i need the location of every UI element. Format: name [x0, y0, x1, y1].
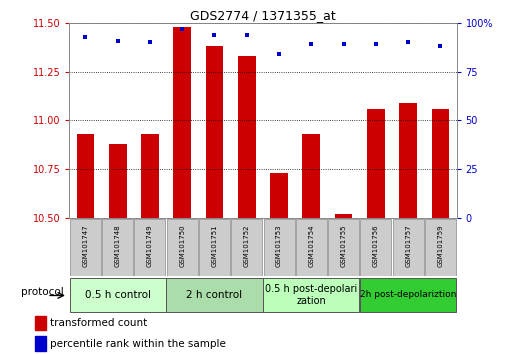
Bar [206, 46, 223, 218]
Point [275, 51, 283, 57]
Text: GSM101751: GSM101751 [211, 224, 218, 267]
Bar [35, 316, 46, 330]
Text: GSM101757: GSM101757 [405, 224, 411, 267]
FancyBboxPatch shape [360, 278, 456, 312]
Point [210, 32, 219, 38]
Bar [238, 56, 255, 218]
Point [340, 42, 348, 47]
Bar [303, 134, 320, 218]
Bar [431, 109, 449, 218]
Text: GSM101747: GSM101747 [83, 224, 88, 267]
Text: GSM101756: GSM101756 [373, 224, 379, 267]
Text: transformed count: transformed count [50, 319, 147, 329]
Point [437, 44, 445, 49]
Point [178, 26, 186, 32]
Text: GSM101748: GSM101748 [115, 224, 121, 267]
FancyBboxPatch shape [70, 278, 166, 312]
Point [81, 34, 89, 40]
Text: GSM101759: GSM101759 [438, 224, 443, 267]
FancyBboxPatch shape [134, 219, 165, 275]
Text: protocol: protocol [21, 287, 64, 297]
Text: 2 h control: 2 h control [186, 290, 243, 300]
Text: 2h post-depolariztion: 2h post-depolariztion [360, 290, 457, 299]
FancyBboxPatch shape [199, 219, 230, 275]
Text: GSM101750: GSM101750 [179, 224, 185, 267]
Text: GSM101749: GSM101749 [147, 224, 153, 267]
Bar [334, 214, 352, 218]
Title: GDS2774 / 1371355_at: GDS2774 / 1371355_at [190, 9, 336, 22]
FancyBboxPatch shape [264, 219, 294, 275]
Bar [35, 337, 46, 351]
FancyBboxPatch shape [166, 278, 263, 312]
Point [372, 42, 380, 47]
Bar [141, 134, 159, 218]
Text: percentile rank within the sample: percentile rank within the sample [50, 339, 226, 349]
FancyBboxPatch shape [425, 219, 456, 275]
Bar [173, 27, 191, 218]
Point [404, 40, 412, 45]
Bar [76, 134, 94, 218]
FancyBboxPatch shape [231, 219, 262, 275]
FancyBboxPatch shape [361, 219, 391, 275]
Bar [109, 144, 127, 218]
Point [307, 42, 315, 47]
Bar [270, 173, 288, 218]
Point [243, 32, 251, 38]
FancyBboxPatch shape [296, 219, 327, 275]
Text: GSM101753: GSM101753 [276, 224, 282, 267]
FancyBboxPatch shape [392, 219, 424, 275]
Point [113, 38, 122, 44]
FancyBboxPatch shape [102, 219, 133, 275]
FancyBboxPatch shape [263, 278, 360, 312]
Point [146, 40, 154, 45]
Text: GSM101755: GSM101755 [341, 224, 347, 267]
FancyBboxPatch shape [328, 219, 359, 275]
Bar [367, 109, 385, 218]
Text: 0.5 h post-depolari
zation: 0.5 h post-depolari zation [265, 284, 358, 306]
Text: 0.5 h control: 0.5 h control [85, 290, 151, 300]
Bar [399, 103, 417, 218]
FancyBboxPatch shape [70, 219, 101, 275]
Text: GSM101754: GSM101754 [308, 224, 314, 267]
Text: GSM101752: GSM101752 [244, 224, 250, 267]
FancyBboxPatch shape [167, 219, 198, 275]
